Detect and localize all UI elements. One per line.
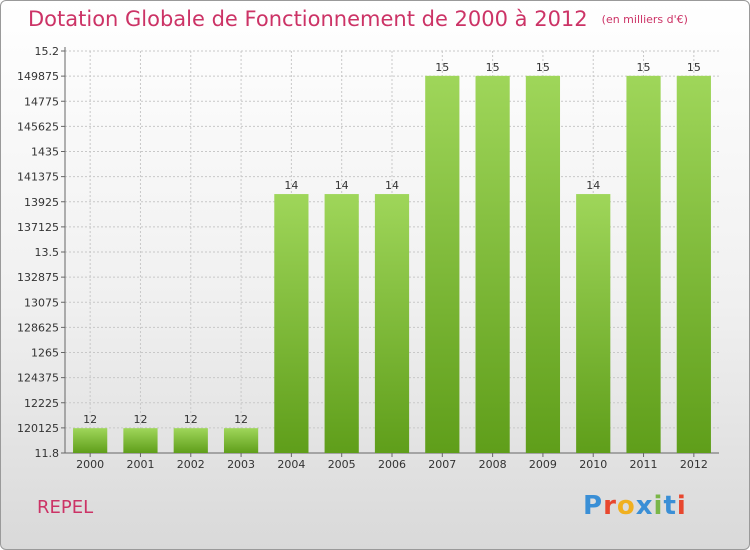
bar-value-label: 14 (385, 179, 399, 192)
bar-value-label: 14 (284, 179, 298, 192)
bar-value-label: 15 (486, 61, 500, 74)
y-tick-label: 11.8 (35, 447, 60, 460)
y-tick-label: 137125 (17, 221, 59, 234)
x-tick-label: 2007 (428, 458, 456, 471)
y-tick-label: 13075 (24, 296, 59, 309)
y-tick-label: 15.2 (35, 45, 60, 58)
x-tick-label: 2006 (378, 458, 406, 471)
y-tick-label: 149875 (17, 70, 59, 83)
y-tick-label: 124375 (17, 372, 59, 385)
chart-title: Dotation Globale de Fonctionnement de 20… (28, 7, 688, 31)
y-tick-label: 1265 (31, 347, 59, 360)
bar (374, 194, 410, 454)
x-tick-label: 2004 (277, 458, 305, 471)
y-tick-label: 128625 (17, 321, 59, 334)
bar-value-label: 12 (234, 413, 248, 426)
logo-letter: P (583, 491, 604, 521)
x-tick-label: 2003 (227, 458, 255, 471)
logo-letter: o (616, 491, 636, 521)
bar-value-label: 15 (536, 61, 550, 74)
bar-value-label: 12 (83, 413, 97, 426)
x-tick-label: 2012 (680, 458, 708, 471)
y-tick-label: 1435 (31, 146, 59, 159)
bar-value-label: 15 (637, 61, 651, 74)
bar (676, 75, 711, 454)
bar (73, 428, 108, 453)
x-tick-label: 2008 (479, 458, 507, 471)
x-tick-label: 2001 (126, 458, 154, 471)
bar (324, 194, 359, 454)
x-tick-label: 2010 (579, 458, 607, 471)
logo-letter: t (663, 491, 677, 521)
x-tick-label: 2009 (529, 458, 557, 471)
bar-value-label: 15 (687, 61, 701, 74)
axes: 15.2 149875 14775 145625 1435 141375 13925 1371… (17, 45, 719, 460)
bar (123, 428, 158, 453)
bar-value-label: 15 (435, 61, 449, 74)
y-tick-label: 13.5 (35, 246, 60, 259)
bar-value-label: 12 (133, 413, 147, 426)
bar-value-label: 14 (335, 179, 349, 192)
bar (626, 75, 661, 454)
logo-letter: x (635, 491, 654, 521)
logo-letter: i (676, 491, 687, 521)
x-tick-label: 2005 (328, 458, 356, 471)
labels: 12 2000 12 2001 12 2002 12 2003 14 2004 14 2005 14 20… (76, 61, 708, 471)
x-tick-label: 2011 (630, 458, 658, 471)
y-tick-label: 14775 (24, 95, 59, 108)
logo-letter: r (603, 491, 617, 521)
x-tick-label: 2000 (76, 458, 104, 471)
proxiti-logo[interactable]: Proxiti (583, 491, 687, 521)
bar (576, 194, 611, 454)
y-tick-label: 132875 (17, 271, 59, 284)
chart-title-text: Dotation Globale de Fonctionnement de 20… (28, 7, 588, 31)
x-tick-label: 2002 (177, 458, 205, 471)
bar (274, 194, 309, 454)
y-tick-label: 141375 (17, 171, 59, 184)
bar (223, 428, 259, 453)
bar (475, 75, 510, 454)
bar-value-label: 14 (586, 179, 600, 192)
unit-note: (en milliers d'€) (601, 13, 688, 26)
bar (173, 428, 208, 453)
bar-value-label: 12 (184, 413, 198, 426)
y-tick-label: 12225 (24, 397, 59, 410)
y-tick-label: 145625 (17, 120, 59, 133)
bar (425, 75, 460, 454)
bars (73, 75, 711, 454)
y-tick-label: 13925 (24, 196, 59, 209)
logo-letter: i (653, 491, 664, 521)
y-tick-label: 120125 (17, 422, 59, 435)
place-name: REPEL (37, 497, 94, 518)
bar (525, 75, 561, 454)
